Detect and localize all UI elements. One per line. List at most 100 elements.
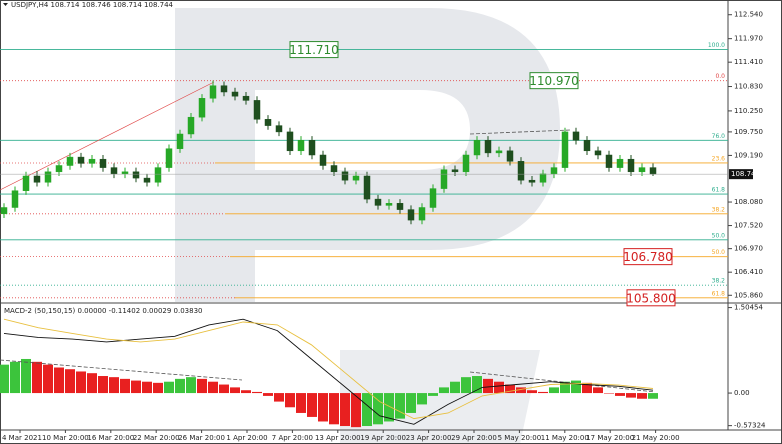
histogram-bar (615, 393, 625, 396)
candle-body (187, 116, 195, 135)
fib-label: 23.6 (712, 155, 726, 162)
histogram-bar (362, 393, 372, 427)
histogram-bar (384, 393, 394, 422)
trend-line (0, 81, 215, 191)
macd-line (3, 318, 654, 425)
x-tick-label: 10 Mar 20:00 (42, 434, 89, 442)
histogram-bar (582, 382, 592, 394)
histogram-bar (131, 380, 141, 394)
candle-body (242, 95, 250, 101)
histogram-bar (494, 381, 504, 394)
price-label: 106.780 (623, 250, 673, 264)
histogram-bar (406, 393, 416, 413)
histogram-bar (120, 378, 130, 394)
x-tick-label: 17 May 20:00 (586, 434, 634, 442)
current-price-box (729, 169, 753, 180)
candle-body (253, 100, 261, 120)
y-tick-label: 112.540 (734, 11, 763, 19)
candle-body (473, 140, 481, 156)
histogram-bar (637, 393, 647, 399)
y-tick-label: 0.00 (734, 389, 750, 397)
x-tick-label: 16 Mar 20:00 (87, 434, 134, 442)
candle-body (275, 125, 283, 133)
histogram-bar (263, 393, 273, 396)
candle-body (495, 150, 503, 154)
histogram-bar (648, 393, 658, 399)
histogram-bar (21, 358, 31, 394)
candle-body (616, 158, 624, 168)
x-tick-label: 19 Apr 20:00 (360, 434, 406, 442)
candle-body (374, 198, 382, 206)
candle-body (517, 161, 525, 181)
candle-body (385, 203, 393, 206)
histogram-bar (285, 393, 295, 408)
histogram-bar (417, 393, 427, 405)
candle-body (572, 131, 580, 141)
histogram-bar (461, 377, 471, 394)
histogram-bar (219, 384, 229, 394)
candle-body (319, 154, 327, 166)
candle-body (66, 156, 74, 166)
x-tick-label: 23 Apr 20:00 (406, 434, 452, 442)
histogram-bar (76, 371, 86, 394)
y-tick-label: 109.190 (734, 151, 763, 159)
candle-body (176, 133, 184, 149)
candle-body (352, 175, 360, 181)
candle-body (638, 167, 646, 173)
fib-label: 100.0 (708, 42, 725, 49)
candle-body (418, 207, 426, 221)
histogram-bar (87, 373, 97, 394)
histogram-bar (351, 393, 361, 428)
trend-line (0, 359, 243, 381)
candle-body (154, 167, 162, 183)
histogram-bar (32, 361, 42, 394)
histogram-bar (549, 387, 559, 394)
trend-line (469, 371, 656, 393)
histogram-bar (571, 380, 581, 394)
histogram-bar (560, 381, 570, 394)
histogram-bar (626, 393, 636, 398)
candle-body (44, 171, 52, 183)
candle-body (539, 173, 547, 183)
candle-body (220, 85, 228, 93)
histogram-bar (516, 387, 526, 394)
x-tick-label: 21 May 20:00 (632, 434, 680, 442)
candle-body (264, 119, 272, 126)
histogram-bar (164, 381, 174, 394)
candle-body (550, 167, 558, 175)
histogram-bar (472, 376, 482, 394)
candle-body (297, 140, 305, 152)
candle-body (308, 140, 316, 156)
histogram-bar (428, 393, 438, 396)
candle-body (77, 156, 85, 164)
candle-body (110, 167, 118, 175)
histogram-bar (109, 377, 119, 394)
fib-label: 61.8 (712, 290, 726, 297)
price-label: 105.800 (626, 291, 676, 305)
y-tick-label: 111.970 (734, 35, 763, 43)
fib-label: 61.8 (712, 187, 726, 194)
fib-label: 50.0 (712, 232, 726, 239)
macd-title: MACD-2 (50,150,15) 0.00000 -0.11402 0.00… (4, 307, 203, 315)
histogram-bar (186, 377, 196, 394)
price-label-box (289, 41, 339, 59)
candle-body (165, 148, 173, 168)
candle-body (561, 131, 569, 168)
histogram-bar (65, 369, 75, 394)
histogram-bar (307, 393, 317, 417)
histogram-bar (98, 376, 108, 394)
histogram-bar (296, 393, 306, 413)
y-tick-label: 105.860 (734, 291, 763, 299)
histogram-bar (593, 387, 603, 394)
x-tick-label: 11 May 20:00 (541, 434, 589, 442)
current-price-label: 108.744 (731, 170, 760, 178)
histogram-bar (395, 393, 405, 419)
histogram-bar (318, 393, 328, 422)
histogram-bar (10, 361, 20, 394)
candle-body (209, 85, 217, 99)
histogram-bar (175, 378, 185, 394)
candle-body (484, 140, 492, 154)
menu-arrow (3, 3, 8, 6)
histogram-bar (340, 393, 350, 427)
